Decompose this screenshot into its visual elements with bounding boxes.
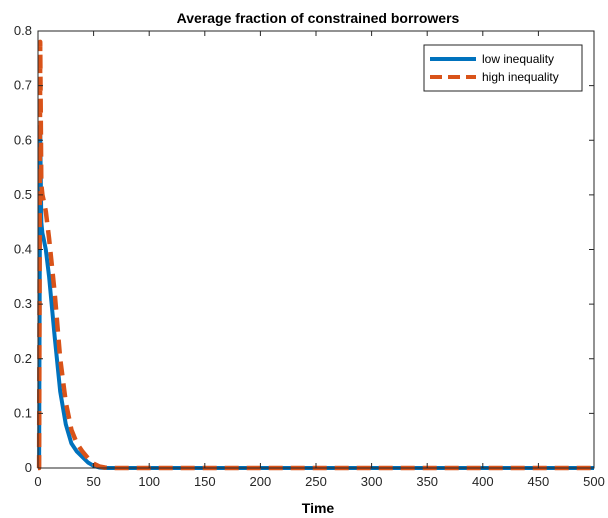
plot-background	[38, 31, 594, 468]
ticks-layer: 0 50 100 150 200 250 300 350 400 450 500 0 0.1 0.2 0.3…	[14, 23, 605, 489]
y-tick-label: 0	[25, 460, 32, 475]
x-tick-label: 150	[194, 474, 216, 489]
y-tick-label: 0.3	[14, 296, 32, 311]
x-tick-label: 450	[528, 474, 550, 489]
y-tick-label: 0.4	[14, 242, 32, 257]
plot-area	[38, 31, 594, 468]
chart-title: Average fraction of constrained borrower…	[177, 10, 460, 26]
legend-box	[423, 44, 583, 92]
x-tick-label: 100	[138, 474, 160, 489]
x-tick-label: 500	[583, 474, 605, 489]
y-tick-label: 0.6	[14, 132, 32, 147]
x-axis-label: Time	[302, 500, 335, 516]
y-tick-label: 0.7	[14, 78, 32, 93]
y-tick-label: 0.1	[14, 405, 32, 420]
x-tick-label: 300	[361, 474, 383, 489]
x-tick-label: 400	[472, 474, 494, 489]
y-tick-label: 0.8	[14, 23, 32, 38]
x-tick-label: 250	[305, 474, 327, 489]
y-tick-label: 0.2	[14, 351, 32, 366]
x-tick-label: 350	[416, 474, 438, 489]
x-tick-label: 200	[250, 474, 272, 489]
legend: low inequality high inequality	[423, 44, 583, 92]
legend-label-low-inequality: low inequality	[482, 52, 554, 66]
legend-label-high-inequality: high inequality	[482, 70, 559, 84]
x-tick-label: 50	[86, 474, 100, 489]
x-tick-label: 0	[34, 474, 41, 489]
y-tick-label: 0.5	[14, 187, 32, 202]
